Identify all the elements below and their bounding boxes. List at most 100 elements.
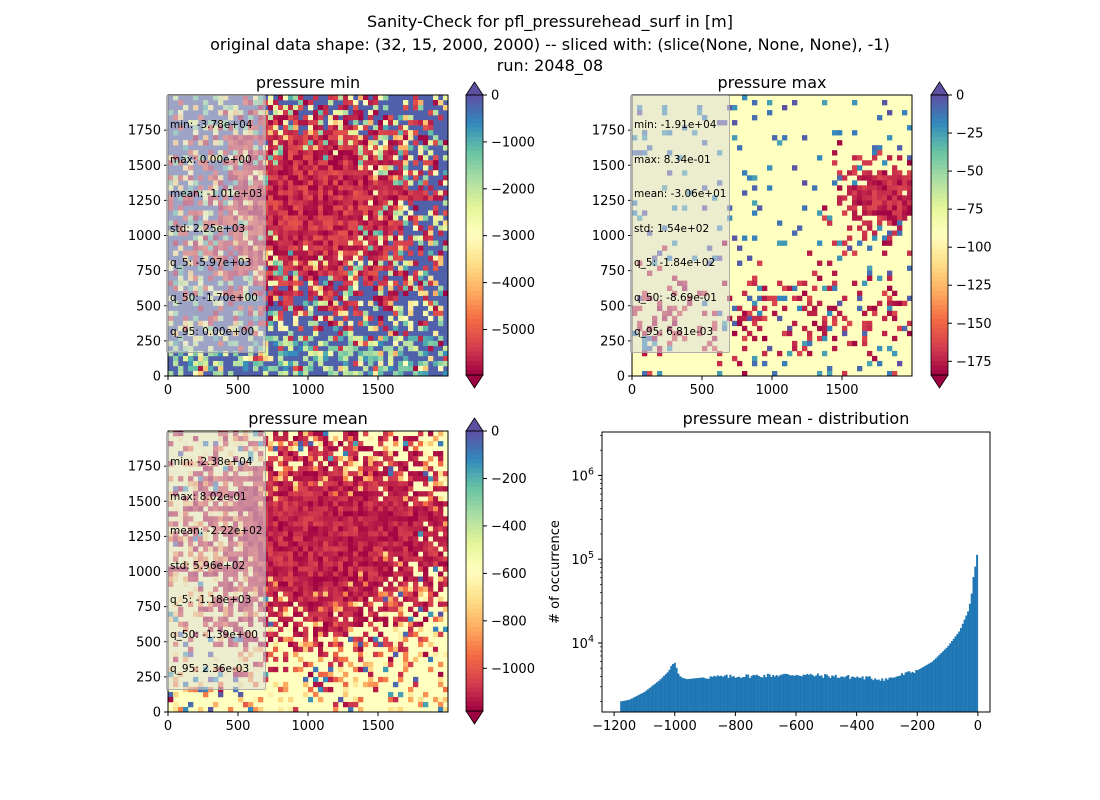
colorbar-segment (931, 356, 948, 362)
heatmap-cell (882, 330, 888, 337)
heatmap-cell (443, 531, 449, 537)
heatmap-cell (343, 165, 349, 171)
heatmap-cell (308, 345, 314, 352)
heatmap-cell (423, 265, 429, 271)
heatmap-cell (877, 195, 883, 201)
heatmap-cell (832, 270, 838, 276)
heatmap-cell (333, 245, 339, 251)
heatmap-cell (867, 170, 873, 176)
heatmap-cell (348, 481, 354, 487)
heatmap-cell (328, 180, 334, 186)
heatmap-cell (298, 541, 304, 547)
heatmap-cell (443, 546, 449, 552)
heatmap-cell (333, 250, 339, 256)
heatmap-cell (278, 355, 284, 362)
heatmap-cell (378, 350, 384, 357)
heatmap-cell (752, 335, 758, 342)
colorbar-segment (466, 473, 483, 479)
heatmap-cell (338, 526, 344, 532)
heatmap-cell (892, 175, 898, 181)
heatmap-cell (373, 245, 379, 251)
heatmap-cell (308, 496, 314, 502)
colorbar-segment (466, 669, 483, 675)
heatmap-cell (323, 130, 329, 136)
heatmap-cell (268, 566, 274, 572)
heatmap-cell (293, 536, 299, 542)
heatmap-cell (877, 300, 883, 307)
heatmap-cell (308, 125, 314, 131)
colorbar-segment (466, 505, 483, 511)
heatmap-cell (313, 576, 319, 582)
heatmap-cell (338, 531, 344, 537)
heatmap-cell (343, 506, 349, 512)
heatmap-cell (308, 476, 314, 482)
heatmap-cell (328, 365, 334, 372)
heatmap-cell (338, 215, 344, 221)
heatmap-cell (313, 591, 319, 597)
heatmap-cell (318, 481, 324, 487)
heatmap-cell (383, 115, 389, 121)
heatmap-cell (333, 370, 339, 377)
heatmap-cell (308, 536, 314, 542)
heatmap-cell (343, 526, 349, 532)
heatmap-cell (827, 310, 833, 317)
heatmap-cell (398, 370, 404, 377)
heatmap-cell (273, 135, 279, 141)
heatmap-cell (767, 345, 773, 352)
colorbar-segment (466, 188, 483, 194)
heatmap-cell (303, 120, 309, 126)
heatmap-cell (333, 446, 339, 452)
heatmap-cell (278, 210, 284, 216)
heatmap-cell (423, 596, 429, 602)
heatmap-cell (338, 155, 344, 161)
heatmap-cell (343, 120, 349, 126)
heatmap-cell (348, 601, 354, 607)
heatmap-cell (438, 706, 444, 713)
colorbar-segment (931, 132, 948, 138)
heatmap-cell (877, 145, 883, 151)
heatmap-cell (353, 581, 359, 587)
colorbar-segment (466, 641, 483, 647)
heatmap-cell (393, 526, 399, 532)
colorbar-segment (466, 468, 483, 474)
heatmap-cell (872, 205, 878, 211)
heatmap-cell (298, 270, 304, 276)
heatmap-cell (373, 250, 379, 256)
heatmap-cell (268, 355, 274, 362)
heatmap-cell (338, 636, 344, 643)
heatmap-cell (168, 350, 174, 357)
heatmap-cell (403, 100, 409, 106)
heatmap-cell (278, 636, 284, 643)
heatmap-cell (403, 180, 409, 186)
heatmap-cell (373, 521, 379, 527)
heatmap-cell (862, 200, 868, 206)
heatmap-cell (313, 225, 319, 231)
heatmap-cell (293, 566, 299, 572)
heatmap-cell (383, 300, 389, 307)
heatmap-cell (298, 195, 304, 201)
colorbar-extend-bottom (465, 374, 484, 389)
heatmap-cell (328, 621, 334, 627)
heatmap-cell (403, 355, 409, 362)
heatmap-cell (403, 631, 409, 638)
colorbar-segment (466, 445, 483, 451)
colorbar-segment (466, 701, 483, 707)
heatmap-cell (363, 210, 369, 216)
heatmap-cell (443, 521, 449, 527)
heatmap-cell (408, 180, 414, 186)
heatmap-cell (318, 295, 324, 302)
heatmap-cell (318, 541, 324, 547)
heatmap-cell (383, 255, 389, 261)
heatmap-cell (353, 511, 359, 517)
colorbar-frame (930, 94, 949, 376)
heatmap-cell (363, 280, 369, 286)
colorbar-tick-label: −175 (956, 355, 992, 370)
heatmap-cell (273, 561, 279, 567)
colorbar-segment (931, 95, 948, 101)
colorbar-segment (931, 333, 948, 339)
heatmap-cell (288, 576, 294, 582)
heatmap-cell (308, 175, 314, 181)
heatmap-cell (268, 170, 274, 176)
heatmap-cell (303, 636, 309, 643)
heatmap-cell (832, 345, 838, 352)
